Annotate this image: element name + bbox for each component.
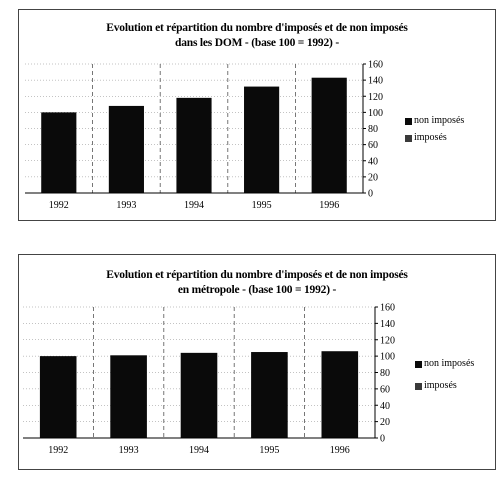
legend-item: non imposés	[405, 114, 464, 128]
y-tick-label: 60	[380, 384, 390, 395]
y-tick-label: 0	[368, 189, 373, 200]
x-tick-label: 1993	[119, 445, 139, 456]
legend-label-non-imposes: non imposés	[424, 358, 475, 369]
x-tick-label: 1995	[259, 445, 279, 456]
chart-title-line-2: dans les DOM - (base 100 = 1992) -	[175, 37, 339, 49]
x-tick-label: 1992	[48, 445, 68, 456]
bar	[311, 77, 347, 193]
y-tick-label: 60	[368, 140, 378, 151]
bar	[251, 352, 288, 438]
y-tick-label: 160	[368, 60, 383, 71]
bar	[244, 86, 280, 193]
y-tick-label: 80	[380, 368, 390, 379]
chart-title: Evolution et répartition du nombre d'imp…	[19, 21, 495, 51]
y-tick-label: 40	[380, 401, 390, 412]
bar	[180, 352, 218, 438]
legend-item: imposés	[415, 379, 474, 393]
y-tick-label: 20	[380, 417, 390, 428]
legend-swatch-non-imposes	[415, 360, 422, 368]
y-tick-label: 80	[368, 124, 378, 135]
chart-legend: non imposés imposés	[405, 114, 464, 145]
legend-label-imposes: imposés	[414, 132, 447, 143]
x-tick-label: 1996	[319, 200, 339, 211]
chart-legend: non imposés imposés	[415, 357, 474, 393]
chart-title-line-2: en métropole - (base 100 = 1992) -	[177, 284, 337, 296]
x-tick-label: 1992	[49, 200, 69, 211]
y-tick-label: 140	[368, 76, 383, 87]
x-tick-label: 1994	[189, 445, 209, 456]
legend-label-imposes: imposés	[424, 380, 457, 391]
y-tick-label: 120	[380, 335, 395, 346]
x-tick-label: 1996	[330, 445, 350, 456]
bar	[110, 355, 147, 438]
bar	[176, 97, 212, 193]
chart-title: Evolution et répartition du nombre d'imp…	[19, 268, 495, 298]
bar	[108, 105, 144, 193]
chart-title-line-1: Evolution et répartition du nombre d'imp…	[106, 22, 408, 34]
legend-swatch-imposes	[415, 382, 422, 390]
legend-item: non imposés	[415, 357, 474, 371]
chart-plot: 0 20 40 60 80 100 120 140 160 1992 1993 1994 1995 199…	[23, 303, 395, 456]
chart-dom: Evolution et répartition du nombre d'imp…	[18, 9, 496, 221]
y-tick-label: 100	[380, 352, 395, 363]
y-tick-label: 40	[368, 156, 378, 167]
y-tick-label: 20	[368, 172, 378, 183]
bar	[321, 351, 359, 438]
x-tick-label: 1993	[116, 200, 136, 211]
x-tick-label: 1995	[252, 200, 272, 211]
y-tick-label: 140	[380, 319, 395, 330]
plot-area: 0 20 40 60 80 100 120 140 160 1992 1993 1994 1995 199…	[25, 60, 383, 211]
legend-item: imposés	[405, 131, 464, 145]
bar	[41, 112, 77, 193]
chart-plot: 0 20 40 60 80 100 120 140 160 1992 1993 1994 1995 199…	[25, 60, 383, 211]
plot-area: 0 20 40 60 80 100 120 140 160 1992 1993 1994 1995 199…	[23, 303, 395, 456]
y-tick-label: 160	[380, 303, 395, 314]
y-tick-label: 0	[380, 434, 385, 445]
legend-swatch-imposes	[405, 134, 412, 142]
legend-label-non-imposes: non imposés	[414, 115, 465, 126]
y-tick-label: 100	[368, 108, 383, 119]
y-tick-label: 120	[368, 92, 383, 103]
chart-title-line-1: Evolution et répartition du nombre d'imp…	[106, 269, 408, 281]
chart-metropole: Evolution et répartition du nombre d'imp…	[18, 254, 496, 470]
bar	[39, 356, 77, 438]
legend-swatch-non-imposes	[405, 117, 412, 125]
x-tick-label: 1994	[184, 200, 204, 211]
